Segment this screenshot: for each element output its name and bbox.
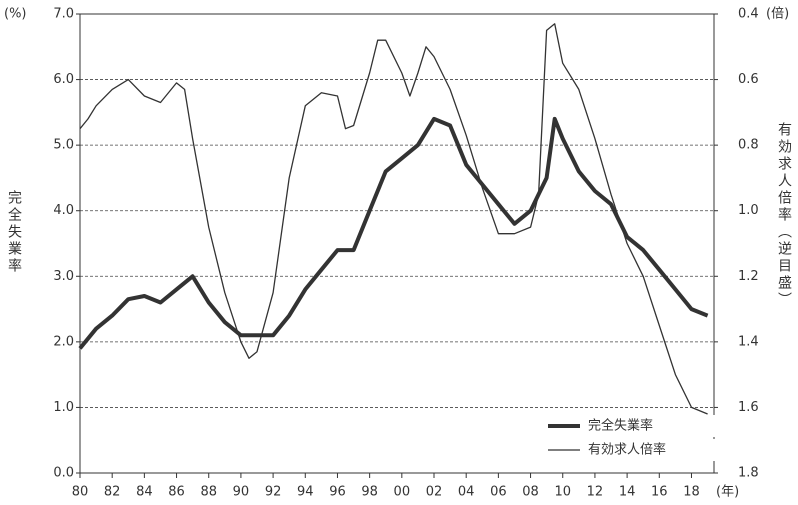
y2-tick-label: 1.4 — [738, 334, 759, 349]
x-tick-label: 82 — [104, 485, 121, 500]
y2-axis-label: 有効求人倍率（逆目盛） — [776, 122, 792, 309]
y2-tick-label: 0.8 — [738, 138, 759, 153]
y-unit: (%) — [4, 7, 27, 22]
x-tick-label: 06 — [490, 485, 507, 500]
x-tick-label: 96 — [329, 485, 346, 500]
y2-unit: (倍) — [766, 7, 789, 22]
legend-label: 完全失業率 — [588, 418, 653, 434]
x-tick-label: 08 — [522, 485, 539, 500]
legend-bg — [544, 415, 720, 437]
y2-tick-label: 0.6 — [738, 72, 759, 87]
x-tick-label: 14 — [619, 485, 636, 500]
x-unit: (年) — [716, 485, 739, 500]
x-tick-label: 02 — [426, 485, 443, 500]
y-tick-label: 2.0 — [53, 334, 74, 349]
x-tick-label: 10 — [554, 485, 571, 500]
x-tick-label: 90 — [233, 485, 250, 500]
y2-tick-label: 0.4 — [738, 7, 759, 22]
x-tick-label: 84 — [136, 485, 153, 500]
x-tick-label: 12 — [587, 485, 604, 500]
x-tick-label: 88 — [200, 485, 217, 500]
y2-tick-label: 1.0 — [738, 203, 759, 218]
legend-label: 有効求人倍率 — [588, 442, 666, 458]
plot-frame — [79, 13, 715, 474]
x-tick-label: 86 — [168, 485, 185, 500]
x-tick-label: 16 — [651, 485, 668, 500]
x-tick-label: 94 — [297, 485, 314, 500]
series-line — [78, 116, 709, 350]
y-tick-label: 5.0 — [53, 138, 74, 153]
y-tick-label: 7.0 — [53, 7, 74, 22]
x-tick-label: 98 — [361, 485, 378, 500]
x-tick-label: 18 — [683, 485, 700, 500]
y2-tick-label: 1.6 — [738, 400, 759, 415]
series-line — [79, 23, 708, 415]
y-axis-label: 完全失業率 — [6, 190, 22, 275]
x-tick-label: 92 — [265, 485, 282, 500]
y-tick-label: 6.0 — [53, 72, 74, 87]
y-tick-label: 3.0 — [53, 269, 74, 284]
x-tick-label: 80 — [72, 485, 89, 500]
y-tick-label: 1.0 — [53, 400, 74, 415]
y2-tick-label: 1.8 — [738, 466, 759, 481]
y-tick-label: 4.0 — [53, 203, 74, 218]
x-tick-label: 00 — [394, 485, 411, 500]
y-tick-label: 0.0 — [53, 466, 74, 481]
y2-tick-label: 1.2 — [738, 269, 759, 284]
legend-bg — [544, 439, 720, 461]
x-tick-label: 04 — [458, 485, 475, 500]
